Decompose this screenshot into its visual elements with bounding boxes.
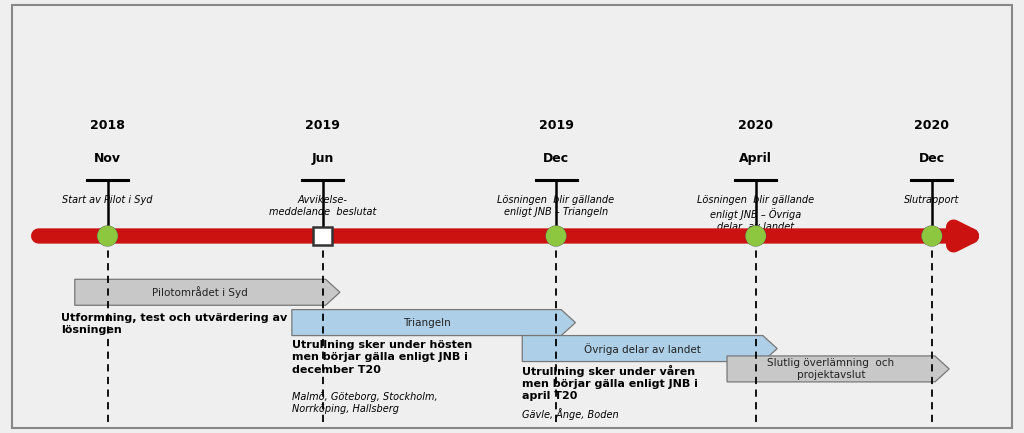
Text: Utrullning sker under hösten
men börjar gälla enligt JNB i
december T20: Utrullning sker under hösten men börjar … (292, 340, 472, 375)
Text: Lösningen  blir gällande
enligt JNB – Övriga
delar  av landet: Lösningen blir gällande enligt JNB – Övr… (697, 195, 814, 232)
Text: Gävle, Ånge, Boden: Gävle, Ånge, Boden (522, 408, 618, 420)
Polygon shape (727, 356, 949, 382)
Text: Utrullning sker under våren
men börjar gälla enligt JNB i
april T20: Utrullning sker under våren men börjar g… (522, 365, 698, 401)
Text: 2019: 2019 (539, 119, 573, 132)
Text: 2020: 2020 (738, 119, 773, 132)
Text: Dec: Dec (919, 152, 945, 165)
Text: Slutrapport: Slutrapport (904, 195, 959, 205)
Text: Slutlig överlämning  och
projektavslut: Slutlig överlämning och projektavslut (767, 358, 895, 380)
Text: Utformning, test och utvärdering av
lösningen: Utformning, test och utvärdering av lösn… (61, 313, 288, 335)
Polygon shape (522, 336, 777, 362)
Text: Dec: Dec (543, 152, 569, 165)
FancyBboxPatch shape (313, 227, 332, 245)
Text: April: April (739, 152, 772, 165)
Text: Nov: Nov (94, 152, 121, 165)
Text: 2019: 2019 (305, 119, 340, 132)
Polygon shape (292, 310, 575, 336)
Text: Triangeln: Triangeln (402, 317, 451, 328)
Text: 2018: 2018 (90, 119, 125, 132)
Text: Start av Pilot i Syd: Start av Pilot i Syd (62, 195, 153, 205)
Ellipse shape (98, 226, 117, 246)
Text: 2020: 2020 (914, 119, 949, 132)
Ellipse shape (547, 226, 565, 246)
Ellipse shape (746, 226, 765, 246)
Text: Övriga delar av landet: Övriga delar av landet (584, 343, 701, 355)
Polygon shape (75, 279, 340, 305)
Text: Pilotområdet i Syd: Pilotområdet i Syd (153, 286, 248, 298)
Text: Lösningen  blir gällande
enligt JNB – Triangeln: Lösningen blir gällande enligt JNB – Tri… (498, 195, 614, 217)
Ellipse shape (923, 226, 941, 246)
Text: Avvikelse-
meddelande  beslutat: Avvikelse- meddelande beslutat (269, 195, 376, 217)
Text: Jun: Jun (311, 152, 334, 165)
Text: Malmö, Göteborg, Stockholm,
Norrköping, Hallsberg: Malmö, Göteborg, Stockholm, Norrköping, … (292, 392, 437, 414)
